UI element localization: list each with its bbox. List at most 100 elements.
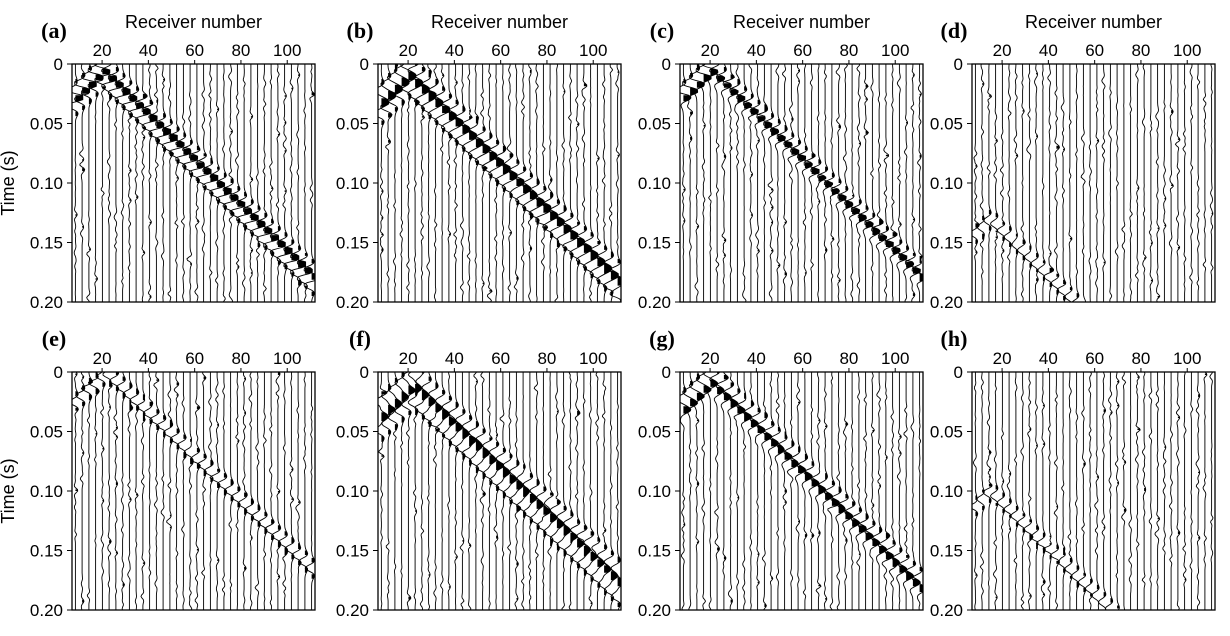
trace-group <box>680 64 923 302</box>
seismic-trace <box>109 372 120 610</box>
seismic-trace <box>756 64 773 302</box>
trace-fill <box>543 148 551 231</box>
seismic-trace <box>407 372 423 610</box>
seismic-trace <box>609 64 621 302</box>
trace-fill <box>415 383 422 512</box>
x-tick-label: 100 <box>579 41 607 60</box>
seismic-trace <box>236 64 253 302</box>
y-tick-label: 0.05 <box>930 115 963 134</box>
trace-fill <box>570 510 578 563</box>
trace-group <box>72 64 315 302</box>
seismic-trace <box>203 372 214 610</box>
plot-frame <box>971 371 1216 611</box>
seismic-trace <box>407 64 424 302</box>
seismic-trace <box>996 64 1006 302</box>
seismic-trace <box>143 372 154 610</box>
y-tick-label: 0.10 <box>336 482 369 501</box>
seismic-trace <box>72 64 84 302</box>
seismic-trace <box>1114 64 1119 302</box>
trace-fill <box>196 406 201 551</box>
seismic-trace <box>722 64 739 302</box>
seismic-trace <box>427 372 443 610</box>
trace-fill <box>169 419 173 529</box>
seismic-trace <box>502 372 518 610</box>
seismic-trace <box>904 64 921 302</box>
seismic-trace <box>1050 64 1060 302</box>
trace-fill <box>563 415 571 557</box>
seismic-trace <box>1114 372 1120 610</box>
seismic-trace <box>535 64 552 302</box>
seismic-trace <box>400 64 417 302</box>
seismic-trace <box>844 372 860 610</box>
seismic-trace <box>182 64 199 302</box>
y-tick-label: 0.05 <box>638 423 671 442</box>
seismic-trace <box>134 64 151 302</box>
seismic-trace <box>242 64 259 302</box>
trace-fill <box>784 431 793 503</box>
seismic-trace <box>857 372 874 610</box>
seismic-trace <box>87 64 104 302</box>
seismic-trace <box>749 372 766 610</box>
seismic-trace <box>736 64 753 302</box>
x-tick-label: 40 <box>139 349 158 368</box>
trace-fill <box>401 372 409 423</box>
seismic-trace <box>155 372 167 610</box>
seismic-trace <box>549 64 565 302</box>
x-tick-label: 100 <box>273 349 301 368</box>
seismic-trace <box>474 64 491 302</box>
trace-fill <box>129 382 133 500</box>
seismic-trace <box>549 372 565 610</box>
trace-fill <box>1022 513 1025 603</box>
y-tick-label: 0 <box>360 55 369 74</box>
seismic-trace <box>169 372 180 610</box>
x-tick-label: 100 <box>1173 349 1201 368</box>
seismic-trace <box>542 64 559 302</box>
trace-fill <box>415 64 423 106</box>
seismic-trace <box>790 64 807 302</box>
seismic-trace <box>488 372 505 610</box>
seismic-trace <box>482 372 497 610</box>
y-tick-label: 0.15 <box>336 234 369 253</box>
seismic-trace <box>80 372 93 610</box>
seismic-trace <box>582 64 599 302</box>
seismic-trace <box>1030 372 1040 610</box>
trace-fill <box>550 178 558 238</box>
seismic-trace <box>555 64 572 302</box>
seismic-trace <box>420 64 437 302</box>
trace-fill <box>529 473 537 524</box>
trace-fill <box>831 480 840 506</box>
y-tick-label: 0 <box>662 363 671 382</box>
panel-label: (a) <box>41 18 67 43</box>
seismic-trace <box>796 372 813 610</box>
seismic-trace <box>722 372 739 610</box>
seismic-trace <box>776 64 793 302</box>
x-tick-label: 100 <box>1173 41 1201 60</box>
seismic-trace <box>688 372 705 610</box>
trace-fill <box>536 479 544 555</box>
panel-label: (d) <box>941 18 968 43</box>
seismic-trace <box>1168 372 1173 610</box>
seismic-trace <box>1042 372 1052 610</box>
y-tick-label: 0.05 <box>336 423 369 442</box>
x-tick-label: 20 <box>701 349 720 368</box>
trace-fill <box>570 80 578 259</box>
seismic-trace <box>290 64 307 302</box>
seismic-trace <box>1058 372 1066 610</box>
trace-fill <box>169 119 178 157</box>
seismic-trace <box>1056 64 1067 302</box>
seismic-trace <box>521 64 538 302</box>
y-tick-label: 0 <box>54 363 63 382</box>
seismic-trace <box>1088 64 1092 302</box>
seismic-trace <box>1154 372 1161 610</box>
panel-b: (b) Receiver number 20 40 60 80 100 0 0.05 0.10 0.… <box>336 12 622 312</box>
seismic-trace <box>1003 372 1012 610</box>
seismic-trace <box>1148 64 1153 302</box>
seismic-trace <box>269 64 286 302</box>
y-tick-label: 0.10 <box>638 482 671 501</box>
trace-fill <box>597 157 605 285</box>
plot-frame <box>71 371 316 611</box>
trace-fill <box>825 425 833 600</box>
trace-fill <box>217 108 225 204</box>
panel-label: (f) <box>349 326 371 351</box>
